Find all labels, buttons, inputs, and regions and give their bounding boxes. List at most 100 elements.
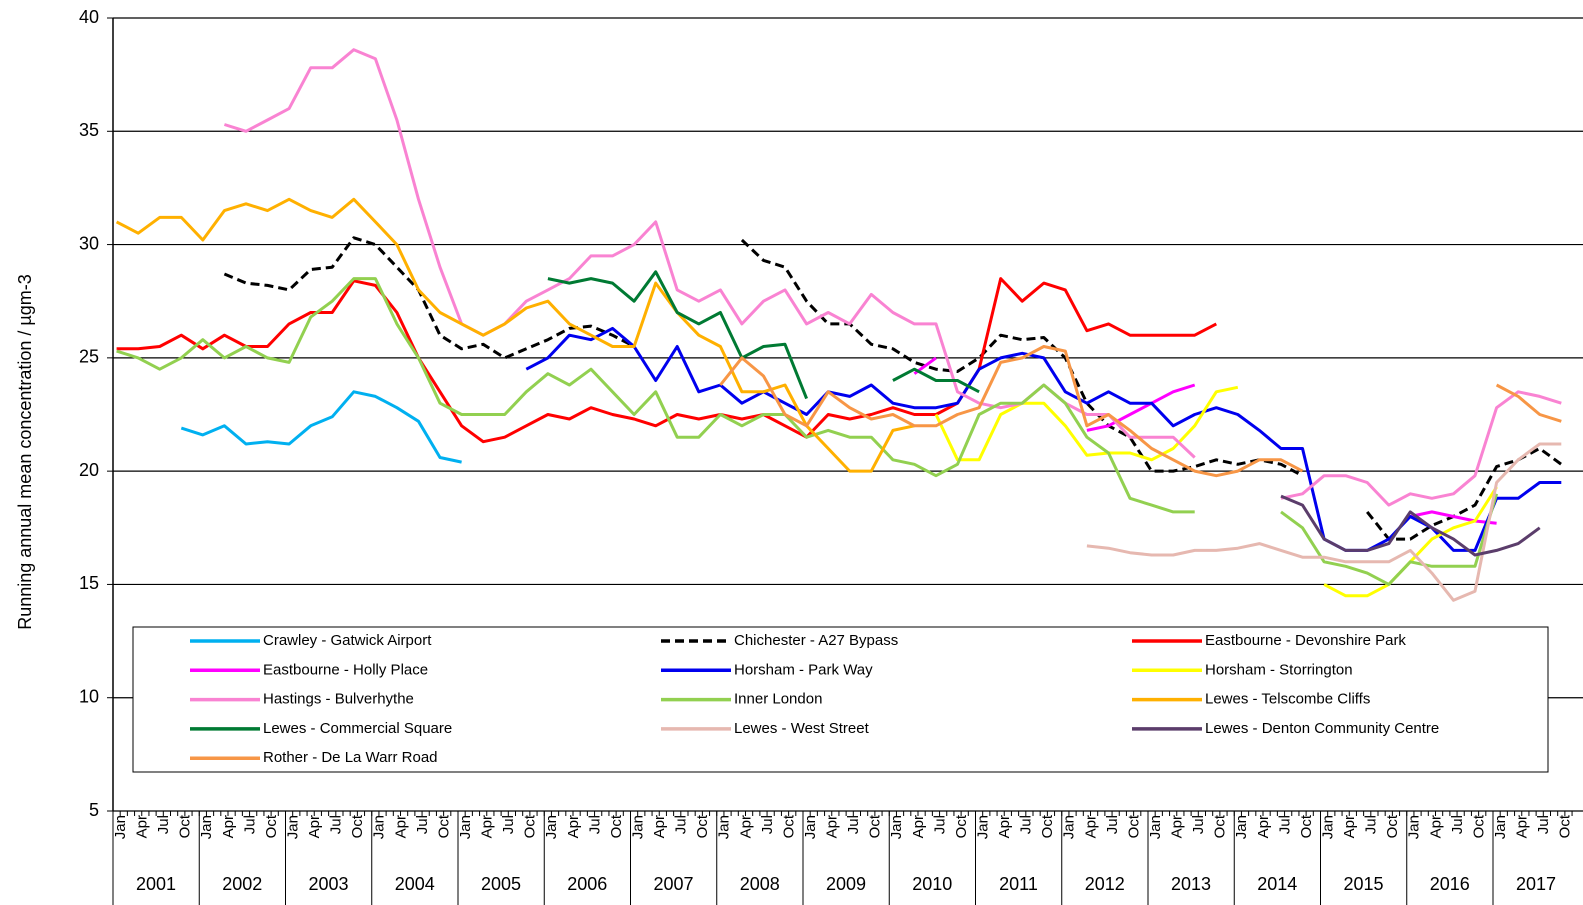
x-tick-label: Apr: [1169, 815, 1186, 838]
x-tick-label: Jan: [543, 815, 560, 839]
x-tick-label: Jul: [759, 815, 776, 834]
year-label: 2014: [1257, 874, 1297, 894]
x-tick-label: Oct: [953, 814, 970, 838]
y-tick-label: 30: [79, 233, 99, 253]
x-tick-label: Oct: [1039, 814, 1056, 838]
x-tick-label: Oct: [1125, 814, 1142, 838]
x-tick-label: Apr: [737, 815, 754, 838]
x-tick-label: Apr: [824, 815, 841, 838]
series-line: [525, 326, 1562, 552]
x-tick-label: Jul: [241, 815, 258, 834]
x-tick-label: Oct: [1470, 814, 1487, 838]
x-tick-label: Jul: [155, 815, 172, 834]
x-tick-label: Jan: [974, 815, 991, 839]
series-line: [547, 270, 980, 400]
x-tick-label: Apr: [306, 815, 323, 838]
legend-label: Crawley - Gatwick Airport: [263, 632, 432, 649]
x-tick-label: Apr: [910, 815, 927, 838]
year-label: 2004: [395, 874, 435, 894]
x-tick-label: Jan: [1233, 815, 1250, 839]
x-tick-label: Apr: [996, 815, 1013, 838]
y-tick-label: 5: [89, 800, 99, 820]
legend-label: Hastings - Bulverhythe: [263, 691, 414, 708]
legend-label: Lewes - Commercial Square: [263, 720, 452, 737]
series-line: [180, 390, 462, 464]
series-line: [1280, 494, 1541, 557]
year-label: 2006: [567, 874, 607, 894]
series-line: [934, 385, 1498, 598]
legend: Crawley - Gatwick Airport Chichester - A2…: [132, 626, 1549, 773]
year-label: 2015: [1343, 874, 1383, 894]
x-tick-label: Jul: [1018, 815, 1035, 834]
x-tick-label: Oct: [867, 814, 884, 838]
x-tick-label: Oct: [1384, 814, 1401, 838]
series-line: [115, 197, 915, 473]
legend-label: Lewes - Telscombe Cliffs: [1205, 691, 1370, 708]
x-tick-label: Apr: [1427, 815, 1444, 838]
x-tick-label: Jan: [1406, 815, 1423, 839]
year-label: 2009: [826, 874, 866, 894]
x-tick-label: Jul: [673, 815, 690, 834]
y-tick-label: 15: [79, 573, 99, 593]
x-tick-label: Jan: [802, 815, 819, 839]
x-tick-label: Jan: [888, 815, 905, 839]
x-tick-label: Jul: [845, 815, 862, 834]
x-tick-label: Apr: [1341, 815, 1358, 838]
series-line: [223, 48, 1562, 507]
x-tick-label: Jan: [284, 815, 301, 839]
x-tick-label: Oct: [1298, 814, 1315, 838]
x-tick-label: Jul: [1104, 815, 1121, 834]
x-tick-label: Jul: [586, 815, 603, 834]
series-line: [223, 236, 1563, 541]
legend-label: Inner London: [734, 691, 822, 708]
y-tick-label: 35: [79, 120, 99, 140]
year-label: 2002: [222, 874, 262, 894]
y-tick-label: 40: [79, 7, 99, 27]
year-label: 2010: [912, 874, 952, 894]
year-label: 2003: [308, 874, 348, 894]
x-tick-label: Jul: [1535, 815, 1552, 834]
x-tick-label: Jan: [716, 815, 733, 839]
series-line: [116, 277, 1217, 444]
year-label: 2017: [1516, 874, 1556, 894]
year-label: 2012: [1085, 874, 1125, 894]
x-tick-label: Jan: [1061, 815, 1078, 839]
x-tick-label: Apr: [392, 815, 409, 838]
x-tick-label: Apr: [134, 815, 151, 838]
legend-label: Lewes - West Street: [734, 720, 870, 737]
y-axis-label: Running annual mean concentration / µgm-…: [15, 274, 35, 630]
x-tick-label: Apr: [1514, 815, 1531, 838]
x-tick-label: Jan: [1492, 815, 1509, 839]
legend-label: Horsham - Storrington: [1205, 661, 1353, 678]
series-line: [913, 356, 1497, 525]
year-label: 2007: [653, 874, 693, 894]
x-tick-label: Jan: [198, 815, 215, 839]
legend-label: Horsham - Park Way: [734, 661, 873, 678]
x-tick-label: Jul: [328, 815, 345, 834]
legend-box: [132, 626, 1549, 773]
legend-label: Rother - De La Warr Road: [263, 749, 438, 766]
year-label: 2008: [740, 874, 780, 894]
x-tick-label: Apr: [565, 815, 582, 838]
y-tick-label: 20: [79, 460, 99, 480]
year-label: 2011: [999, 874, 1038, 894]
x-tick-label: Oct: [349, 814, 366, 838]
x-tick-label: Jul: [1276, 815, 1293, 834]
x-tick-label: Apr: [1082, 815, 1099, 838]
x-tick-label: Oct: [694, 814, 711, 838]
x-tick-label: Jan: [371, 815, 388, 839]
year-label: 2013: [1171, 874, 1211, 894]
series-line: [116, 277, 1499, 586]
x-tick-label: Jul: [500, 815, 517, 834]
x-tick-label: Jan: [457, 815, 474, 839]
year-label: 2005: [481, 874, 521, 894]
x-tick-label: Oct: [608, 814, 625, 838]
series-line: [719, 345, 1562, 478]
x-tick-label: Oct: [522, 814, 539, 838]
legend-label: Chichester - A27 Bypass: [734, 632, 898, 649]
x-tick-label: Apr: [1255, 815, 1272, 838]
legend-label: Lewes - Denton Community Centre: [1205, 720, 1439, 737]
legend-label: Eastbourne - Devonshire Park: [1205, 632, 1406, 649]
x-tick-label: Jul: [1363, 815, 1380, 834]
